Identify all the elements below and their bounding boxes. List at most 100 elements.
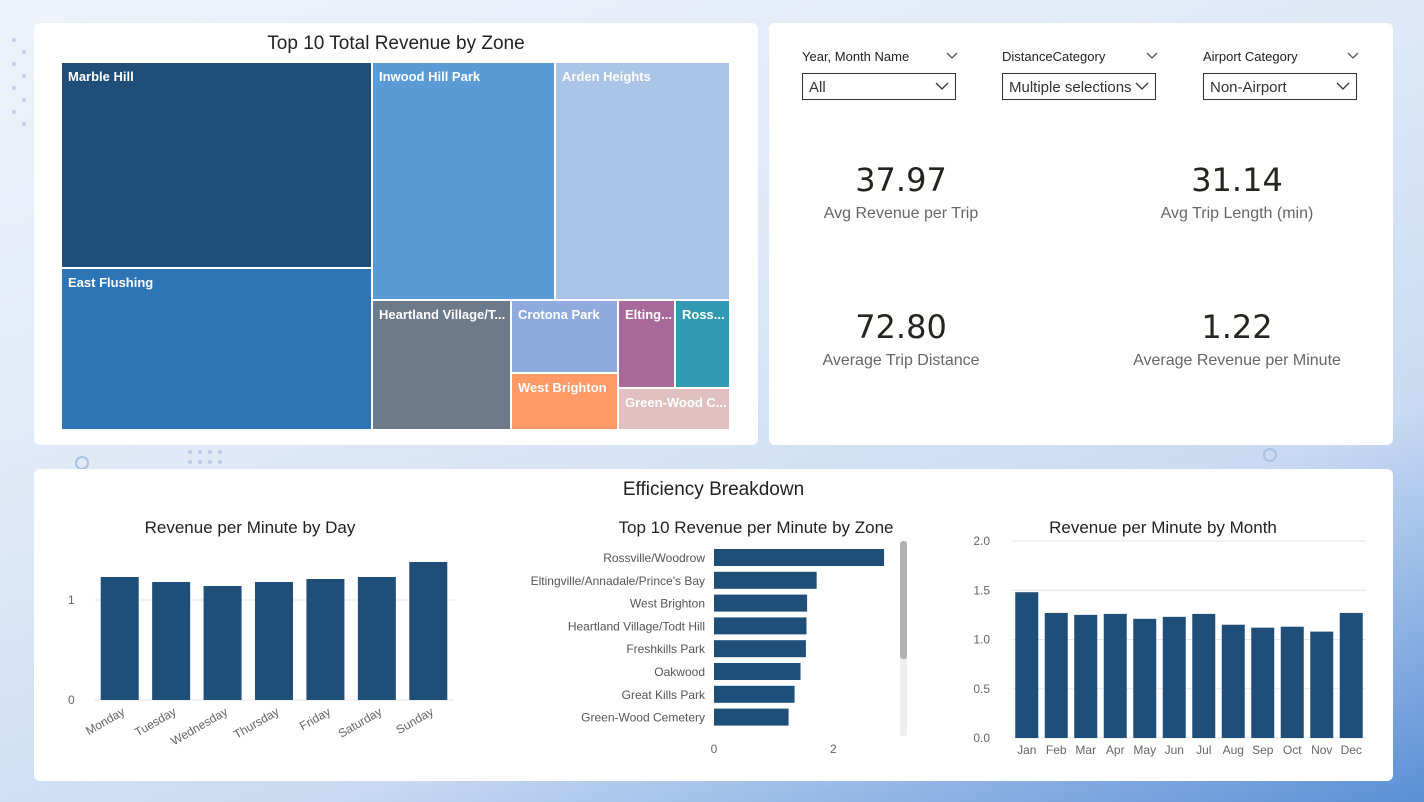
kpi-value: 1.22 (1201, 308, 1273, 346)
treemap-tile-label: Heartland Village/T... (379, 307, 506, 322)
x-tick-label: Oct (1283, 743, 1302, 757)
x-tick-label: Aug (1223, 743, 1244, 757)
bar[interactable] (714, 594, 808, 612)
x-tick-label: Saturday (336, 704, 385, 740)
treemap-card: Top 10 Total Revenue by Zone Marble Hill… (34, 23, 758, 445)
bar[interactable] (1280, 626, 1304, 738)
y-tick-label: Eltingville/Annadale/Prince's Bay (531, 574, 705, 588)
treemap-tile[interactable]: Heartland Village/T... (372, 300, 511, 430)
y-tick-label: Great Kills Park (622, 688, 706, 702)
treemap-tile-label: Crotona Park (518, 307, 600, 322)
slicer-value: Multiple selections (1009, 79, 1132, 96)
treemap-tile[interactable]: Green-Wood C... (618, 388, 730, 430)
bar[interactable] (714, 549, 885, 566)
bar[interactable] (1103, 613, 1127, 738)
slicer-airport-category[interactable]: Airport Category Non-Airport (1203, 49, 1359, 100)
bar[interactable] (152, 582, 191, 700)
y-tick-label: 0.0 (973, 731, 990, 745)
x-tick-label: May (1133, 743, 1156, 757)
treemap-tile-label: Inwood Hill Park (379, 69, 481, 84)
bar[interactable] (1015, 592, 1039, 738)
y-tick-label: Green-Wood Cemetery (581, 711, 705, 725)
bar[interactable] (1162, 616, 1186, 738)
slicer-dropdown[interactable]: Multiple selections (1002, 73, 1156, 100)
x-tick-label: 0 (711, 742, 718, 756)
slicer-label: DistanceCategory (1002, 49, 1106, 64)
bar[interactable] (100, 577, 139, 700)
treemap-tile-label: East Flushing (68, 275, 154, 290)
treemap-tile[interactable]: Inwood Hill Park (372, 62, 555, 300)
treemap-tile-label: Arden Heights (562, 69, 651, 84)
y-tick-label: 0.5 (973, 682, 990, 696)
slicer-label: Year, Month Name (802, 49, 910, 64)
x-tick-label: Apr (1106, 743, 1125, 757)
bar[interactable] (1310, 631, 1334, 738)
kpi-card: Year, Month Name All DistanceCategory Mu… (769, 23, 1393, 445)
chevron-down-icon[interactable] (1146, 49, 1158, 63)
treemap-tile[interactable]: East Flushing (61, 268, 372, 430)
treemap-chart: Marble Hill East Flushing Inwood Hill Park… (61, 62, 730, 430)
chevron-down-icon[interactable] (1347, 49, 1359, 63)
x-tick-label: Jan (1017, 743, 1036, 757)
bar[interactable] (714, 571, 817, 589)
bar[interactable] (1192, 613, 1216, 738)
bar[interactable] (357, 577, 396, 700)
bar[interactable] (1044, 612, 1068, 738)
y-tick-label: 1.0 (973, 633, 990, 647)
x-tick-label: Mar (1075, 743, 1096, 757)
treemap-tile[interactable]: Marble Hill (61, 62, 372, 268)
y-tick-label: 2.0 (973, 534, 990, 548)
y-tick-label: 1 (68, 593, 75, 607)
chart-title-month: Revenue per Minute by Month (1049, 518, 1277, 537)
bar[interactable] (255, 582, 293, 700)
bar[interactable] (203, 586, 242, 700)
treemap-tile-label: West Brighton (518, 380, 607, 395)
x-tick-label: 2 (830, 742, 837, 756)
x-tick-label: Wednesday (168, 704, 230, 748)
bar[interactable] (1251, 627, 1275, 738)
kpi-label: Average Trip Distance (822, 352, 980, 369)
treemap-tile[interactable]: West Brighton (511, 373, 618, 430)
y-tick-label: Heartland Village/Todt Hill (568, 619, 705, 633)
treemap-tile[interactable]: Ross... (675, 300, 730, 388)
kpi-avg-revenue-per-trip: 37.97 Avg Revenue per Trip (761, 161, 1041, 223)
x-tick-label: Feb (1046, 743, 1067, 757)
bar[interactable] (714, 685, 795, 703)
treemap-tile-label: Ross... (682, 307, 725, 322)
slicer-dropdown[interactable]: Non-Airport (1203, 73, 1357, 100)
bar[interactable] (714, 640, 806, 658)
bar[interactable] (714, 663, 801, 680)
bar[interactable] (714, 617, 807, 635)
y-tick-label: Freshkills Park (626, 642, 706, 656)
x-tick-label: Monday (83, 704, 127, 737)
bar[interactable] (714, 708, 789, 726)
kpi-value: 37.97 (855, 161, 947, 199)
y-tick-label: Rossville/Woodrow (603, 551, 705, 565)
y-tick-label: West Brighton (630, 597, 705, 611)
bar[interactable] (1133, 618, 1157, 738)
bar[interactable] (306, 579, 345, 700)
chevron-down-icon[interactable] (946, 49, 958, 63)
slicer-year-month[interactable]: Year, Month Name All (802, 49, 958, 100)
bar[interactable] (1074, 614, 1098, 738)
bar[interactable] (1339, 612, 1363, 738)
x-tick-label: Thursday (231, 704, 281, 741)
kpi-label: Average Revenue per Minute (1133, 352, 1341, 369)
slicer-dropdown[interactable]: All (802, 73, 956, 100)
treemap-tile[interactable]: Elting... (618, 300, 675, 388)
treemap-tile[interactable]: Crotona Park (511, 300, 618, 373)
bar[interactable] (1221, 624, 1245, 738)
kpi-value: 72.80 (855, 308, 947, 346)
x-tick-label: Sep (1252, 743, 1274, 757)
treemap-tile[interactable]: Arden Heights (555, 62, 730, 300)
slicer-value: All (809, 79, 826, 96)
chevron-down-icon (1336, 77, 1350, 100)
kpi-label: Avg Revenue per Trip (823, 205, 979, 222)
slicer-distance-category[interactable]: DistanceCategory Multiple selections (1002, 49, 1158, 100)
chart-title-day: Revenue per Minute by Day (144, 518, 356, 537)
scrollbar-thumb[interactable] (900, 541, 907, 659)
y-tick-label: 1.5 (973, 583, 990, 597)
bar[interactable] (409, 562, 448, 700)
x-tick-label: Jul (1196, 743, 1211, 757)
